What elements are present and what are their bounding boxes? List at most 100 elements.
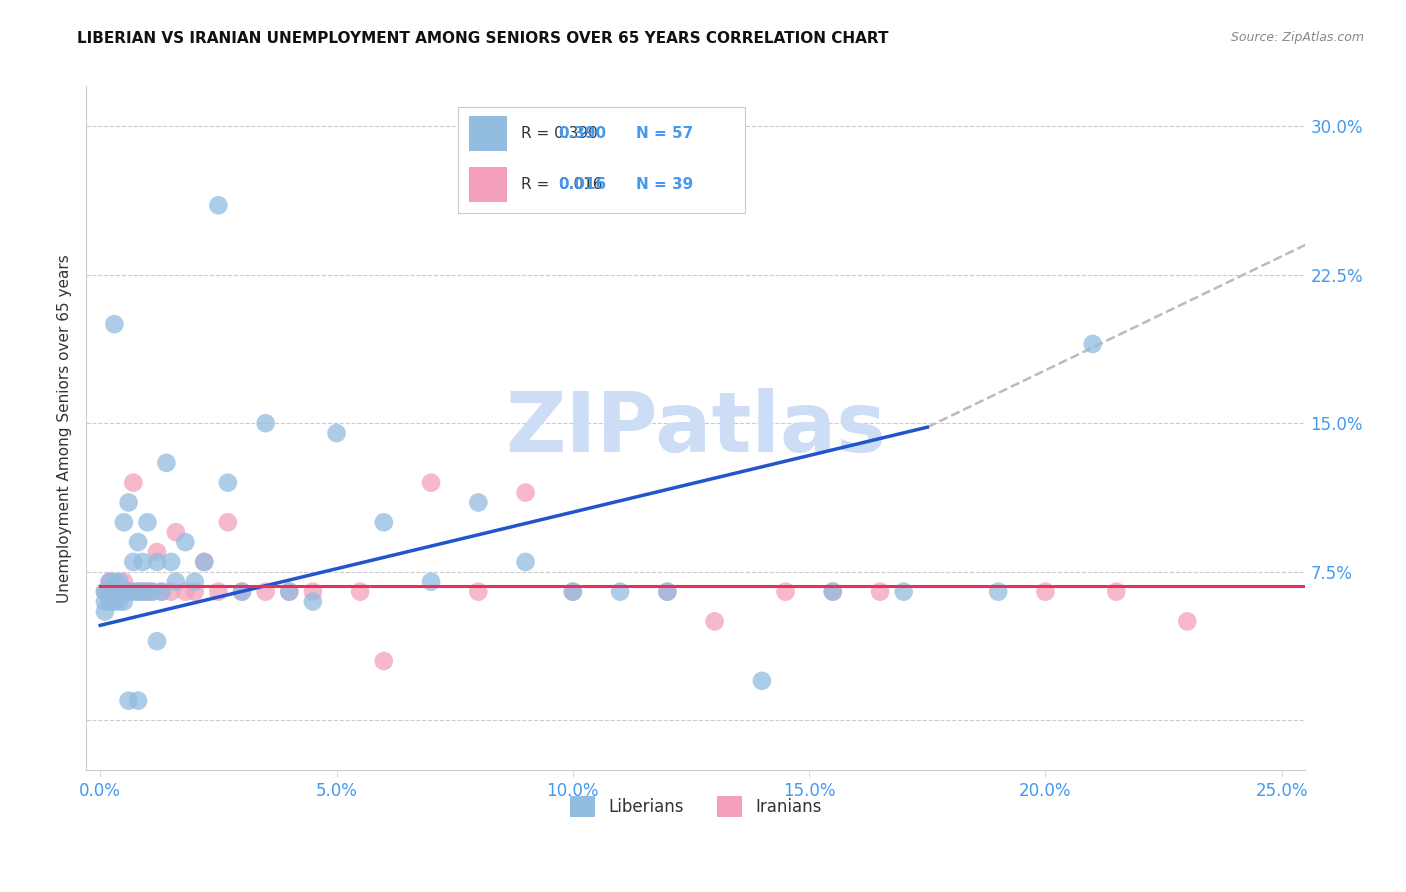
Point <box>127 693 149 707</box>
Point <box>751 673 773 688</box>
Point <box>184 574 207 589</box>
Point <box>165 574 187 589</box>
Point <box>94 584 117 599</box>
Point <box>108 584 131 599</box>
Point <box>515 555 537 569</box>
Point <box>987 584 1010 599</box>
Point <box>515 485 537 500</box>
Point <box>136 584 159 599</box>
Point <box>1175 615 1198 629</box>
Point <box>160 555 183 569</box>
Point <box>146 555 169 569</box>
Point <box>122 475 145 490</box>
Point <box>112 584 135 599</box>
Point <box>117 584 139 599</box>
Point <box>146 634 169 648</box>
Point <box>174 535 197 549</box>
Point <box>94 594 117 608</box>
Y-axis label: Unemployment Among Seniors over 65 years: Unemployment Among Seniors over 65 years <box>58 254 72 603</box>
Point <box>122 584 145 599</box>
Point <box>207 198 229 212</box>
Point <box>609 584 631 599</box>
Point <box>103 584 125 599</box>
Point <box>254 584 277 599</box>
Point <box>94 605 117 619</box>
Point <box>184 584 207 599</box>
Point <box>217 475 239 490</box>
Point <box>112 594 135 608</box>
Point <box>108 574 131 589</box>
Point <box>893 584 915 599</box>
Legend: Liberians, Iranians: Liberians, Iranians <box>564 789 828 823</box>
Point <box>420 475 443 490</box>
Point <box>132 584 155 599</box>
Point <box>122 555 145 569</box>
Point <box>98 594 121 608</box>
Point <box>98 584 121 599</box>
Point <box>821 584 844 599</box>
Point <box>373 516 395 530</box>
Point <box>561 584 583 599</box>
Point <box>1035 584 1057 599</box>
Point <box>132 555 155 569</box>
Point <box>349 584 371 599</box>
Point <box>420 574 443 589</box>
Point <box>98 574 121 589</box>
Point <box>98 584 121 599</box>
Point <box>136 584 159 599</box>
Text: Source: ZipAtlas.com: Source: ZipAtlas.com <box>1230 31 1364 45</box>
Point <box>108 594 131 608</box>
Point <box>165 525 187 540</box>
Point <box>127 535 149 549</box>
Point <box>103 584 125 599</box>
Point <box>278 584 301 599</box>
Point <box>373 654 395 668</box>
Point <box>1081 337 1104 351</box>
Point <box>217 516 239 530</box>
Point <box>103 317 125 331</box>
Point <box>254 416 277 430</box>
Point <box>193 555 215 569</box>
Point <box>174 584 197 599</box>
Point <box>467 584 489 599</box>
Point <box>467 495 489 509</box>
Text: LIBERIAN VS IRANIAN UNEMPLOYMENT AMONG SENIORS OVER 65 YEARS CORRELATION CHART: LIBERIAN VS IRANIAN UNEMPLOYMENT AMONG S… <box>77 31 889 46</box>
Point <box>117 584 139 599</box>
Point <box>302 584 325 599</box>
Point <box>703 615 725 629</box>
Point <box>117 495 139 509</box>
Point <box>136 516 159 530</box>
Point <box>821 584 844 599</box>
Point <box>132 584 155 599</box>
Point <box>869 584 891 599</box>
Text: ZIPatlas: ZIPatlas <box>505 388 886 468</box>
Point <box>231 584 253 599</box>
Point <box>103 574 125 589</box>
Point <box>160 584 183 599</box>
Point <box>103 594 125 608</box>
Point <box>94 584 117 599</box>
Point <box>141 584 163 599</box>
Point <box>207 584 229 599</box>
Point <box>657 584 679 599</box>
Point <box>775 584 797 599</box>
Point <box>657 584 679 599</box>
Point <box>112 516 135 530</box>
Point <box>150 584 173 599</box>
Point <box>325 426 347 441</box>
Point <box>561 584 583 599</box>
Point <box>1105 584 1128 599</box>
Point <box>193 555 215 569</box>
Point <box>98 574 121 589</box>
Point <box>146 545 169 559</box>
Point <box>231 584 253 599</box>
Point <box>155 456 177 470</box>
Point <box>141 584 163 599</box>
Point <box>108 584 131 599</box>
Point <box>117 693 139 707</box>
Point <box>127 584 149 599</box>
Point <box>302 594 325 608</box>
Point <box>127 584 149 599</box>
Point <box>112 574 135 589</box>
Point <box>150 584 173 599</box>
